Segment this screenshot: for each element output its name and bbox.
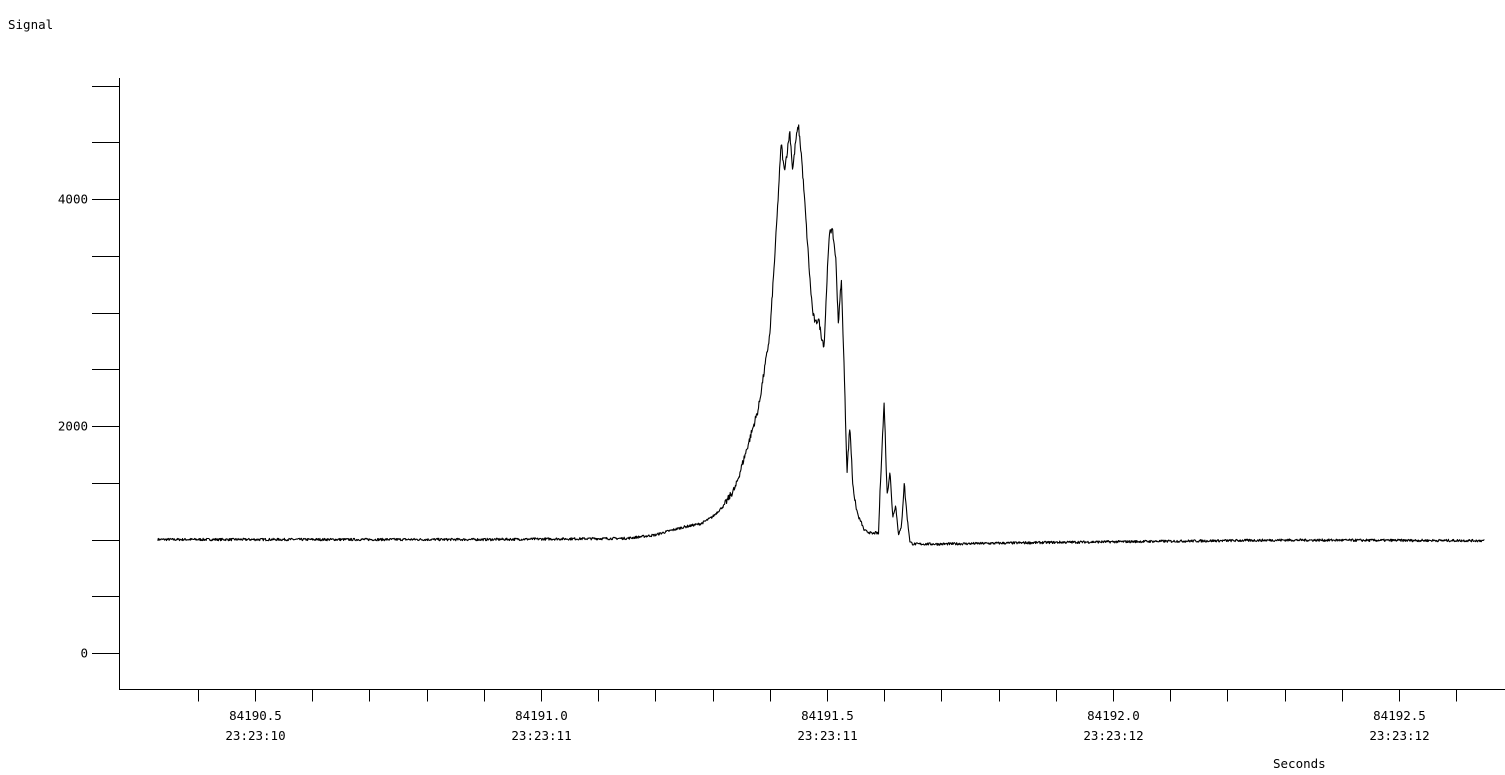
x-tick-label: 84192.0 [1087,708,1140,723]
y-tick-label: 2000 [58,419,88,434]
x-tick-time-label: 23:23:12 [1369,728,1429,743]
x-tick-time-label: 23:23:11 [797,728,857,743]
y-tick-label: 4000 [58,192,88,207]
x-axis-ticks: 84190.5 23:23:10 84191.0 23:23:11 84191.5 23:… [198,689,1457,743]
x-tick-label: 84191.0 [515,708,568,723]
x-tick-time-label: 23:23:11 [511,728,571,743]
x-tick-label: 84192.5 [1373,708,1426,723]
x-axis-title: Seconds [1273,756,1326,771]
signal-trace [157,124,1485,546]
x-tick-time-label: 23:23:10 [225,728,285,743]
x-tick-time-label: 23:23:12 [1083,728,1143,743]
y-axis-ticks: 0 2000 4000 [58,86,120,661]
x-tick-label: 84191.5 [801,708,854,723]
y-axis-title: Signal [8,17,53,32]
y-tick-label: 0 [80,646,88,661]
x-tick-label: 84190.5 [229,708,282,723]
